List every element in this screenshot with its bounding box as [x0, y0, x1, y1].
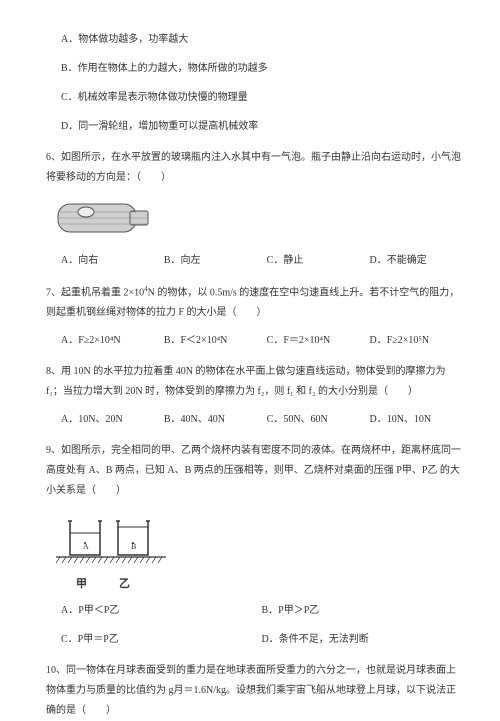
q6-figure: [56, 198, 462, 243]
q6-option-c: C．静止: [267, 253, 370, 268]
q6-option-b: B．向左: [164, 253, 267, 268]
q5-option-b: B．作用在物体上的力越大，物体所做的功越多: [46, 61, 462, 76]
q7-option-a: A．F≥2×10⁴N: [61, 333, 164, 348]
q7-option-d: D．F≥2×10⁵N: [369, 333, 462, 348]
q5-option-d: D．同一滑轮组，增加物重可以提高机械效率: [46, 119, 462, 134]
q7-options: A．F≥2×10⁴N B．F＜2×10⁴N C．F＝2×10⁴N D．F≥2×1…: [46, 333, 462, 348]
q7-option-b: B．F＜2×10⁴N: [164, 333, 267, 348]
q7-stem: 7、起重机吊着重 2×104N 的物体，以 0.5m/s 的速度在空中匀速直线上…: [46, 282, 462, 323]
q8-stem: 8、用 10N 的水平拉力拉着重 40N 的物体在水平面上做匀速直线运动，物体受…: [46, 362, 462, 402]
svg-text:A: A: [83, 542, 89, 551]
q10-stem: 10、同一物体在月球表面受到的重力是在地球表面所受重力的六分之一，也就是说月球表…: [46, 661, 462, 721]
q8-option-d: D．10N、10N: [369, 412, 462, 427]
label-jia: 甲: [76, 576, 89, 593]
q8-options: A．10N、20N B．40N、40N C．50N、60N D．10N、10N: [46, 412, 462, 427]
q6-stem: 6、如图所示，在水平放置的玻璃瓶内注入水其中有一气泡。瓶子由静止沿向右运动时，小…: [46, 148, 462, 188]
q9-option-b: B．P甲＞P乙: [262, 603, 463, 618]
beaker-jia-icon: A: [68, 521, 102, 555]
q5-option-a: A．物体做功越多，功率越大: [46, 32, 462, 47]
q6-options: A．向右 B．向左 C．静止 D．不能确定: [46, 253, 462, 268]
q9-options-row2: C．P甲＝P乙 D．条件不足，无法判断: [46, 632, 462, 647]
beaker-yi-icon: B: [116, 521, 150, 555]
q8-option-a: A．10N、20N: [61, 412, 164, 427]
q9-option-d: D．条件不足，无法判断: [262, 632, 463, 647]
q9-figure: A B 甲 乙: [56, 511, 462, 593]
q9-option-a: A．P甲＜P乙: [61, 603, 262, 618]
q5-option-c: C．机械效率是表示物体做功快慢的物理量: [46, 90, 462, 105]
q9-options-row1: A．P甲＜P乙 B．P甲＞P乙: [46, 603, 462, 618]
q7-option-c: C．F＝2×10⁴N: [267, 333, 370, 348]
q8-option-b: B．40N、40N: [164, 412, 267, 427]
q9-option-c: C．P甲＝P乙: [61, 632, 262, 647]
q6-option-d: D．不能确定: [369, 253, 462, 268]
q9-stem: 9、如图所示，完全相同的甲、乙两个烧杯内装有密度不同的液体。在两烧杯中，距离杯底…: [46, 441, 462, 501]
q6-option-a: A．向右: [61, 253, 164, 268]
q9-figure-labels: 甲 乙: [76, 576, 462, 593]
label-yi: 乙: [119, 576, 132, 593]
q8-option-c: C．50N、60N: [267, 412, 370, 427]
